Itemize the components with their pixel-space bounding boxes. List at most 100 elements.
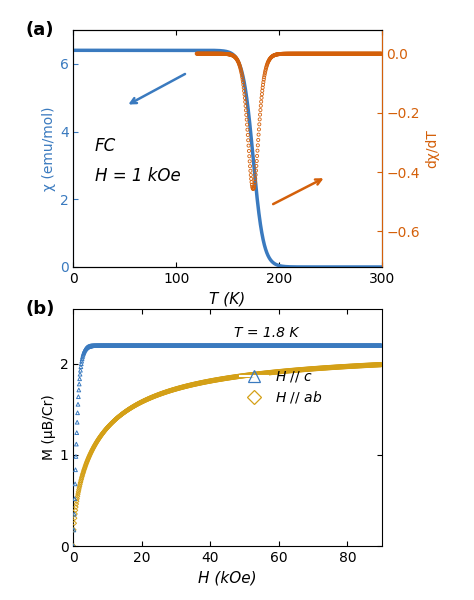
Point xyxy=(74,487,82,497)
Point xyxy=(126,341,133,350)
Point xyxy=(346,361,354,371)
Point xyxy=(94,436,101,445)
Point xyxy=(309,364,317,374)
Point xyxy=(355,361,363,371)
Point xyxy=(275,341,283,350)
Point xyxy=(83,458,91,467)
Point xyxy=(366,361,374,370)
Point xyxy=(155,390,163,400)
Point xyxy=(330,341,337,350)
Point xyxy=(328,49,335,59)
Point xyxy=(227,50,234,59)
Point xyxy=(287,341,295,350)
Point xyxy=(367,49,374,59)
Point xyxy=(210,341,218,350)
Point xyxy=(128,403,136,412)
Point xyxy=(365,361,372,370)
Point xyxy=(248,370,255,379)
Point xyxy=(183,341,191,350)
Point xyxy=(297,49,305,59)
Point xyxy=(137,341,145,350)
Point xyxy=(228,373,236,382)
Point xyxy=(368,360,375,370)
Point xyxy=(160,388,168,398)
Point xyxy=(142,395,149,405)
Point xyxy=(295,365,302,375)
Point xyxy=(365,49,372,59)
Point xyxy=(142,341,149,350)
Point xyxy=(102,341,109,350)
Point xyxy=(360,49,368,59)
Point xyxy=(285,366,292,376)
Point xyxy=(171,385,178,394)
Point xyxy=(128,403,135,412)
Point xyxy=(131,341,138,350)
Point xyxy=(226,50,233,59)
Point xyxy=(366,49,374,59)
Point xyxy=(166,386,173,395)
Point xyxy=(371,360,378,370)
Point xyxy=(181,341,189,350)
Point xyxy=(100,427,107,437)
Point xyxy=(106,341,114,350)
Point xyxy=(344,49,352,59)
Point xyxy=(367,341,374,350)
Point xyxy=(198,49,206,59)
Point xyxy=(358,341,366,350)
Point xyxy=(160,341,167,350)
Point xyxy=(268,52,276,61)
Point xyxy=(282,49,290,59)
Point xyxy=(319,363,327,373)
Point xyxy=(211,375,219,385)
Point xyxy=(164,387,172,397)
Point xyxy=(207,341,215,350)
Point xyxy=(126,404,133,414)
Point xyxy=(185,341,193,350)
Point xyxy=(129,402,137,412)
Point xyxy=(284,366,292,376)
Point xyxy=(323,363,331,373)
Point xyxy=(91,341,99,350)
Point xyxy=(81,463,89,472)
Point xyxy=(244,341,252,350)
Point xyxy=(240,83,247,92)
Point xyxy=(78,356,85,366)
Point xyxy=(262,67,269,76)
Point xyxy=(372,49,379,59)
Point xyxy=(289,365,297,375)
Point xyxy=(162,341,169,350)
Point xyxy=(82,459,90,469)
Point xyxy=(204,49,212,59)
Point xyxy=(319,49,327,59)
Point xyxy=(363,49,370,59)
Point xyxy=(206,376,214,386)
Point xyxy=(111,341,119,350)
Point xyxy=(198,378,206,388)
Point xyxy=(99,341,106,350)
Point xyxy=(193,341,201,350)
Point xyxy=(328,341,336,350)
Point xyxy=(200,49,208,59)
Point xyxy=(124,341,131,350)
Point xyxy=(245,341,252,350)
Point xyxy=(286,49,294,59)
Point xyxy=(308,49,315,59)
Point xyxy=(242,341,250,350)
Point xyxy=(198,378,205,388)
Point xyxy=(291,341,298,350)
Point xyxy=(233,54,240,64)
Point xyxy=(255,130,263,139)
Point xyxy=(327,49,335,59)
Point xyxy=(202,49,210,59)
Point xyxy=(341,49,349,59)
Point xyxy=(294,365,301,375)
Point xyxy=(96,341,103,350)
Point xyxy=(201,377,209,387)
Point xyxy=(275,49,283,59)
Point xyxy=(337,362,344,372)
Point xyxy=(77,476,85,486)
Point xyxy=(341,49,348,59)
Point xyxy=(357,49,365,59)
Point xyxy=(223,373,231,383)
Point xyxy=(239,341,247,350)
